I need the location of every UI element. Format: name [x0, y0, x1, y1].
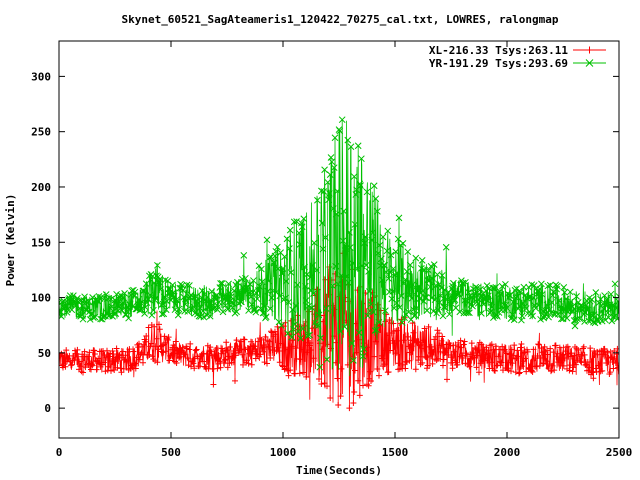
y-axis: 0 50 100 150 200 250 300: [31, 70, 619, 415]
data-point: [601, 292, 608, 299]
data-point: [250, 277, 257, 284]
data-point: [439, 312, 447, 320]
data-point: [379, 233, 387, 241]
x-tick-label: 0: [56, 446, 63, 459]
data-point: [398, 319, 406, 326]
x-axis-label: Time(Seconds): [296, 464, 382, 477]
data-point: [262, 313, 270, 321]
series-line: [59, 119, 619, 377]
legend-marker: [586, 46, 593, 54]
data-point: [200, 313, 208, 321]
y-axis-label: Power (Kelvin): [4, 194, 17, 287]
data-point: [355, 329, 363, 336]
plot-area: [59, 116, 619, 412]
data-point: [310, 239, 318, 247]
legend: XL-216.33 Tsys:263.11 YR-191.29 Tsys:293…: [429, 44, 606, 70]
legend-marker: [585, 59, 594, 67]
plot-frame: [58, 40, 620, 439]
series-yr: [59, 116, 619, 377]
legend-label-xl: XL-216.33 Tsys:263.11: [429, 44, 568, 57]
data-point: [566, 288, 574, 296]
series-xl: [59, 249, 619, 412]
legend-marker-xl: [586, 46, 593, 54]
data-point: [442, 243, 450, 251]
data-point: [545, 313, 552, 321]
data-point: [370, 182, 378, 190]
y-tick-label: 150: [31, 236, 51, 249]
x-tick-label: 1000: [270, 446, 297, 459]
data-point: [255, 262, 263, 270]
x-tick-label: 1500: [382, 446, 409, 459]
legend-marker-yr: [585, 59, 594, 67]
x-tick-label: 2500: [606, 446, 633, 459]
data-point: [121, 290, 128, 297]
x-axis: 0 500 1000 1500 2000 2500: [56, 41, 633, 459]
data-point: [240, 252, 248, 259]
data-point: [341, 323, 348, 331]
y-tick-label: 300: [31, 70, 51, 83]
x-tick-label: 500: [161, 446, 181, 459]
chart-title: Skynet_60521_SagAteameris1_120422_70275_…: [121, 13, 558, 26]
data-point: [338, 116, 346, 124]
data-point: [305, 302, 312, 310]
data-point: [614, 315, 619, 323]
data-point: [344, 136, 352, 144]
data-point: [66, 292, 74, 300]
data-point: [354, 142, 362, 150]
y-tick-label: 0: [44, 402, 51, 415]
y-tick-label: 50: [38, 347, 51, 360]
legend-label-yr: YR-191.29 Tsys:293.69: [429, 57, 568, 70]
data-point: [234, 278, 241, 286]
y-tick-label: 250: [31, 126, 51, 139]
data-points-layer: [59, 116, 619, 412]
data-point: [418, 257, 426, 264]
data-point: [350, 173, 358, 180]
data-point: [404, 248, 412, 256]
data-point: [563, 314, 571, 322]
x-tick-label: 2000: [494, 446, 521, 459]
data-point: [254, 295, 261, 303]
y-tick-label: 100: [31, 292, 51, 305]
y-tick-label: 200: [31, 181, 51, 194]
data-point: [300, 215, 308, 223]
data-point: [288, 333, 296, 341]
